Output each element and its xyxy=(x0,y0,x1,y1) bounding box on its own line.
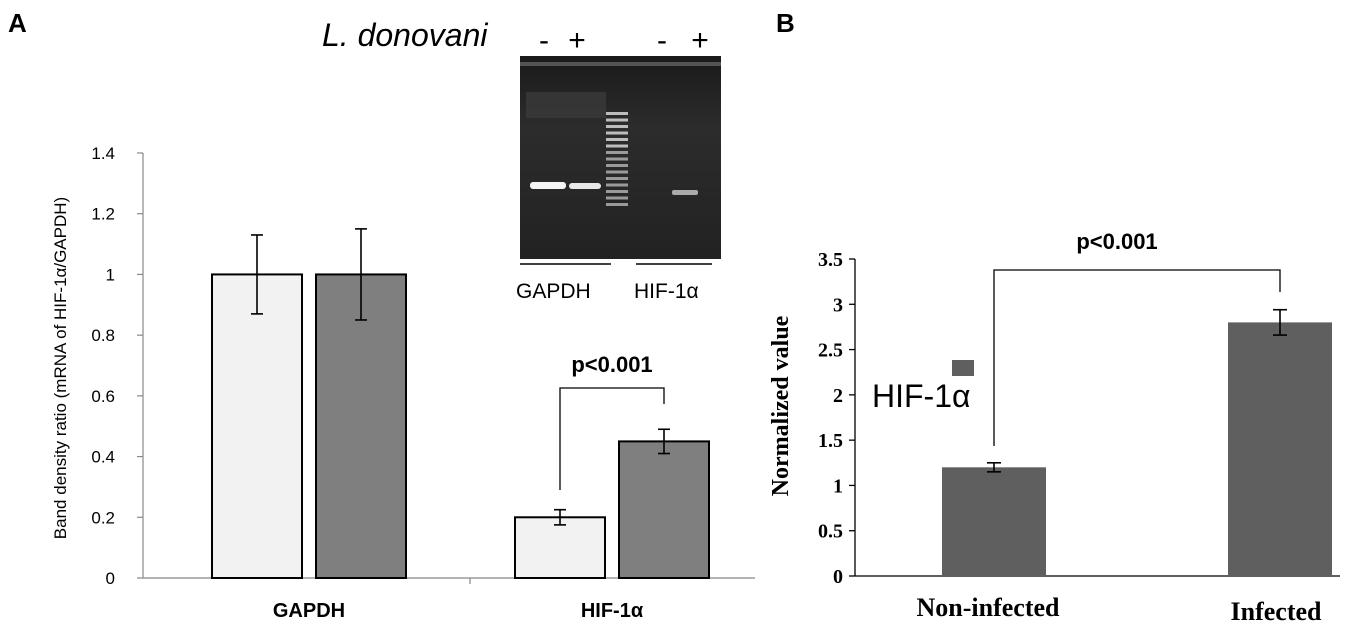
y-tick-label: 1.5 xyxy=(818,430,843,452)
gel-band xyxy=(569,183,601,189)
ladder-band xyxy=(606,164,628,167)
y-axis-label: Normalized value xyxy=(768,315,794,496)
gel-well-line xyxy=(520,62,721,66)
ladder-band xyxy=(606,190,628,193)
ladder-band xyxy=(606,170,628,174)
y-tick-label: 0.2 xyxy=(91,508,115,527)
bar xyxy=(211,273,303,579)
panel-b-chart: 0 0.5 1 1.5 2 2.5 3 3.5 Non-infected Infected p<0.… xyxy=(768,229,1340,626)
ladder-band xyxy=(606,203,628,206)
species-label: L. donovani xyxy=(322,17,488,53)
y-tick-label: 0.8 xyxy=(91,326,115,345)
panel-b-letter: B xyxy=(776,8,795,38)
gene-label: HIF-1α xyxy=(634,280,699,303)
ladder-band xyxy=(606,144,628,148)
y-tick-label: 1.4 xyxy=(91,144,115,163)
ladder-band xyxy=(606,177,628,180)
panel-a-letter: A xyxy=(8,8,27,38)
legend-label: HIF-1α xyxy=(872,378,971,414)
x-category-label: HIF-1α xyxy=(581,600,644,622)
gene-label: GAPDH xyxy=(516,280,591,303)
y-tick-label: 0 xyxy=(106,569,115,588)
p-value-annotation: p<0.001 xyxy=(1076,229,1157,254)
ladder-band xyxy=(606,118,628,122)
gel-band xyxy=(672,190,698,195)
bar xyxy=(942,467,1046,576)
y-tick-label: 1 xyxy=(833,475,843,497)
y-tick-label: 0.6 xyxy=(91,387,115,406)
ladder-band xyxy=(606,138,628,141)
y-tick-label: 0.4 xyxy=(91,448,115,467)
legend-swatch xyxy=(952,360,974,376)
gel-band xyxy=(530,182,566,189)
lane-sign: - xyxy=(539,24,549,57)
gel-haze xyxy=(526,92,606,118)
y-tick-label: 1 xyxy=(106,265,115,284)
ladder-band xyxy=(606,151,628,154)
ladder-band xyxy=(606,125,628,128)
y-tick-label: 0.5 xyxy=(818,521,843,543)
panel-a-chart: 0 0.2 0.4 0.6 0.8 1 1.2 1.4 GAPDH HIF-1α p<0.001 Ba… xyxy=(51,144,755,622)
ladder-band xyxy=(606,183,628,187)
bar xyxy=(618,440,710,579)
significance-bracket xyxy=(993,269,1281,446)
ladder-band xyxy=(606,196,628,200)
y-tick-label: 3.5 xyxy=(818,249,843,271)
y-tick-label: 1.2 xyxy=(91,205,115,224)
lane-sign: - xyxy=(657,24,667,57)
ladder-band xyxy=(606,157,628,161)
y-tick-label: 2.5 xyxy=(818,340,843,362)
x-category-label: Infected xyxy=(1231,597,1323,626)
significance-bracket xyxy=(559,387,665,490)
y-axis-label: Band density ratio (mRNA of HIF-1α/GAPDH… xyxy=(51,197,70,539)
x-category-label: Non-infected xyxy=(917,593,1061,622)
p-value-annotation: p<0.001 xyxy=(571,352,652,377)
ladder-band xyxy=(606,131,628,135)
y-tick-label: 3 xyxy=(833,294,843,316)
lane-sign: + xyxy=(691,24,709,57)
y-tick-label: 0 xyxy=(833,566,843,588)
bar xyxy=(315,273,407,579)
bar xyxy=(514,516,606,579)
ladder-band xyxy=(606,112,628,115)
y-tick-label: 2 xyxy=(833,385,843,407)
lane-sign: + xyxy=(568,24,586,57)
bar xyxy=(1228,322,1332,576)
gel-inset: L. donovani - + - +GAPDH HIF-1α xyxy=(322,17,721,303)
x-category-label: GAPDH xyxy=(273,600,345,622)
